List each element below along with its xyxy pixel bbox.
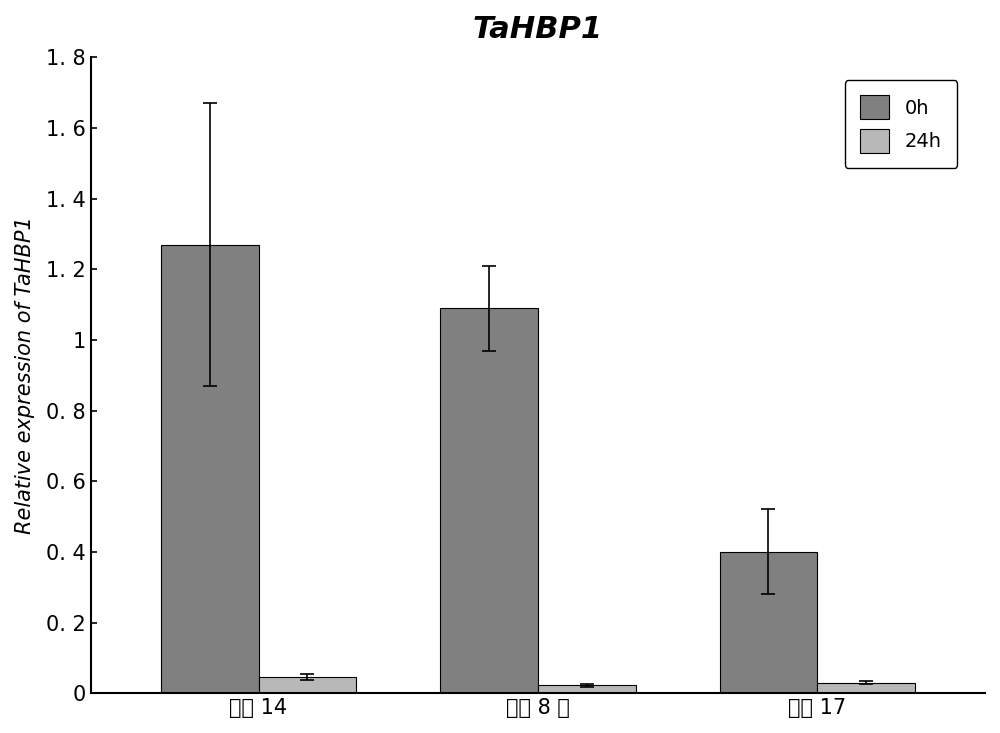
Bar <box>440 308 538 693</box>
Legend: 0h, 24h: 0h, 24h <box>845 80 957 168</box>
Y-axis label: Relative expression of TaHBP1: Relative expression of TaHBP1 <box>15 216 35 534</box>
Bar <box>817 682 915 693</box>
Bar <box>161 245 259 693</box>
Bar <box>720 552 817 693</box>
Title: TaHBP1: TaHBP1 <box>473 15 603 44</box>
Bar <box>538 685 636 693</box>
Bar <box>259 677 356 693</box>
